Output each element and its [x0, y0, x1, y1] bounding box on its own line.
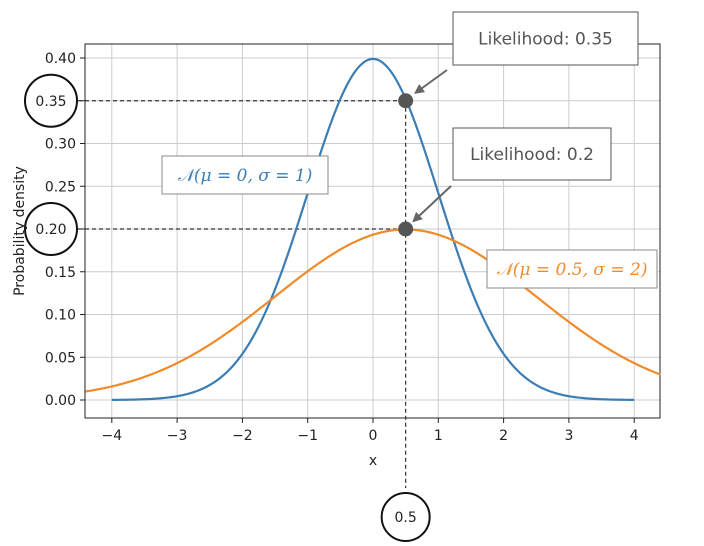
callout-box: [452, 127, 612, 181]
x-tick-label: −1: [297, 428, 318, 444]
y-value-circle: [24, 73, 78, 128]
y-axis-label: Probability density: [12, 166, 28, 296]
callout-box: [452, 11, 639, 66]
series-line-1: [111, 57, 635, 401]
x-value-circle-label: 0.5: [395, 510, 417, 526]
annotations: Likelihood: 0.35 Likelihood: 0.2 𝒩(μ = 0, …: [24, 11, 658, 542]
y-tick-label: 0.15: [45, 265, 76, 281]
x-axis-label: x: [369, 453, 377, 469]
curves: [85, 57, 661, 401]
x-axis-ticks: −4 −3 −2 −1 0 1 2 3 4: [101, 418, 639, 444]
x-tick-label: 3: [564, 428, 573, 444]
y-value-circle-label: 0.20: [35, 222, 66, 238]
callout-label: Likelihood: 0.2: [470, 145, 594, 165]
x-tick-label: −4: [101, 428, 122, 444]
series-label: 𝒩(μ = 0.5, σ = 2): [497, 260, 648, 280]
series-label-box: [486, 249, 658, 289]
y-tick-label: 0.40: [45, 51, 76, 67]
points: [398, 93, 414, 237]
series-label: 𝒩(μ = 0, σ = 1): [178, 166, 313, 186]
x-tick-label: 1: [434, 428, 443, 444]
y-tick-label: 0.10: [45, 308, 76, 324]
likelihood-point: [398, 221, 414, 237]
callout-arrow: [412, 185, 452, 223]
y-tick-label: 0.00: [45, 393, 76, 409]
series-label-box: [161, 155, 329, 195]
y-tick-label: 0.05: [45, 350, 76, 366]
series-line-2: [85, 228, 661, 393]
y-value-circle: [24, 202, 78, 256]
likelihood-point: [398, 93, 414, 109]
grid: [85, 44, 660, 418]
x-value-circle: [380, 492, 431, 542]
x-tick-label: −3: [167, 428, 188, 444]
x-tick-label: −2: [232, 428, 253, 444]
callout-arrow: [414, 69, 448, 94]
callout-label: Likelihood: 0.35: [478, 30, 613, 50]
y-tick-label: 0.30: [45, 137, 76, 153]
y-tick-label: 0.25: [45, 179, 76, 195]
x-tick-label: 4: [630, 428, 639, 444]
y-value-circle-label: 0.35: [35, 94, 66, 110]
x-tick-label: 2: [499, 428, 508, 444]
guide-lines: [50, 100, 407, 488]
x-tick-label: 0: [369, 428, 378, 444]
